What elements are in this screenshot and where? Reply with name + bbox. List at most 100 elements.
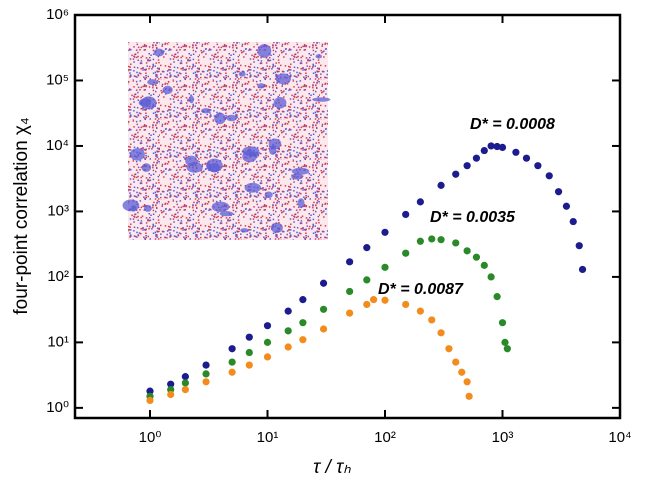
- texture-blob: [162, 85, 173, 95]
- data-point: [452, 239, 460, 247]
- data-point: [202, 361, 210, 369]
- series-label: D* = 0.0008: [470, 116, 555, 133]
- data-point: [480, 261, 488, 269]
- x-tick-label: 10⁰: [139, 429, 162, 446]
- texture-blob: [138, 98, 152, 107]
- y-tick-label: 10¹: [47, 333, 69, 350]
- data-point: [228, 345, 236, 353]
- data-point: [299, 319, 307, 327]
- data-point: [458, 368, 466, 376]
- data-point: [381, 263, 389, 271]
- x-axis-label: τ / τₕ: [313, 457, 351, 478]
- texture-blob: [270, 222, 283, 233]
- data-point: [319, 325, 328, 333]
- data-point: [463, 247, 471, 255]
- texture-blob: [129, 148, 145, 161]
- data-point: [534, 162, 542, 170]
- data-point: [381, 296, 389, 304]
- texture-blob: [257, 83, 266, 89]
- data-point: [569, 217, 577, 226]
- data-point: [181, 379, 189, 387]
- texture-blob: [219, 211, 234, 217]
- data-point: [487, 273, 495, 281]
- x-tick-label: 10²: [374, 429, 396, 446]
- texture-blob: [273, 97, 287, 109]
- data-point: [363, 300, 371, 309]
- data-point: [503, 345, 511, 353]
- data-point: [437, 181, 445, 189]
- data-point: [202, 370, 210, 378]
- y-tick-label: 10²: [47, 268, 69, 285]
- data-point: [445, 345, 453, 353]
- data-point: [228, 368, 236, 376]
- y-axis-label: four-point correlation χ₄: [11, 117, 32, 315]
- texture-blob: [297, 198, 305, 208]
- texture-blob: [291, 173, 304, 180]
- data-point: [512, 148, 520, 156]
- texture-blob: [248, 152, 260, 157]
- data-point: [416, 307, 424, 315]
- data-point: [463, 378, 471, 386]
- data-point: [181, 386, 189, 394]
- inset-texture: [128, 42, 328, 240]
- data-point: [146, 387, 154, 395]
- data-point: [493, 142, 501, 151]
- data-point: [381, 228, 389, 236]
- data-point: [402, 210, 410, 219]
- data-point: [319, 305, 328, 313]
- data-point: [465, 392, 473, 400]
- data-point: [284, 327, 292, 335]
- data-point: [416, 237, 424, 245]
- data-point: [554, 188, 563, 196]
- data-point: [545, 172, 553, 180]
- texture-blob: [206, 162, 212, 170]
- x-tick-label: 10³: [492, 429, 514, 446]
- data-point: [498, 143, 507, 152]
- texture-blob: [275, 73, 291, 85]
- y-tick-label: 10⁶: [46, 6, 69, 23]
- x-tick-label: 10¹: [257, 429, 279, 446]
- data-point: [346, 309, 354, 317]
- data-point: [437, 236, 445, 244]
- data-point: [167, 390, 175, 399]
- data-point: [284, 307, 292, 315]
- texture-blob: [244, 182, 262, 193]
- data-point: [319, 279, 328, 287]
- data-point: [562, 202, 571, 210]
- data-point: [299, 336, 307, 344]
- data-point: [284, 343, 292, 351]
- y-tick-label: 10⁴: [46, 137, 69, 154]
- data-point: [263, 322, 272, 330]
- texture-blob: [268, 138, 282, 150]
- data-point: [245, 333, 253, 341]
- data-point: [487, 142, 495, 150]
- texture-blob: [143, 204, 152, 212]
- data-point: [522, 154, 531, 162]
- texture-blob: [264, 191, 273, 199]
- data-point: [472, 154, 481, 162]
- x-tick-label: 10⁴: [608, 429, 631, 446]
- data-point: [346, 287, 354, 296]
- texture-blob: [291, 167, 310, 175]
- data-point: [263, 353, 272, 361]
- data-point: [575, 242, 583, 250]
- data-point: [493, 293, 501, 301]
- data-point: [370, 296, 378, 304]
- texture-blob: [315, 54, 323, 59]
- data-point: [167, 380, 175, 388]
- data-point: [428, 235, 436, 243]
- data-point: [402, 300, 410, 309]
- texture-blob: [153, 48, 165, 57]
- series-label: D* = 0.0035: [430, 209, 516, 226]
- y-tick-label: 10⁰: [46, 399, 69, 416]
- series-label: D* = 0.0087: [378, 281, 464, 298]
- data-point: [245, 348, 253, 357]
- texture-blob: [312, 97, 331, 102]
- texture-blob: [147, 79, 158, 86]
- texture-blob: [226, 114, 238, 122]
- data-point: [463, 162, 471, 170]
- data-point: [402, 249, 410, 257]
- data-point: [480, 146, 488, 155]
- data-point: [437, 329, 445, 337]
